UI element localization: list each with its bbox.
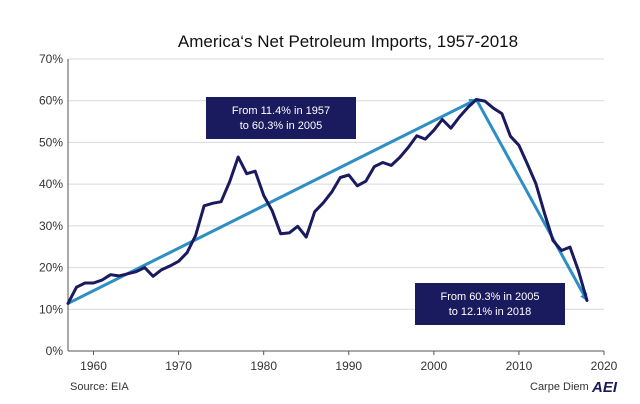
y-tick-label: 10% [39, 302, 63, 316]
trend-arrow-2 [475, 98, 589, 302]
annotation-text: From 60.3% in 2005 [440, 291, 539, 303]
aei-logo: AEI [591, 379, 618, 396]
x-axis-ticks: 1960 1970 1980 1990 2000 2010 2020 [80, 351, 618, 373]
annotation-box-bg [206, 97, 356, 139]
annotation-text: to 60.3% in 2005 [240, 120, 323, 132]
annotations: From 11.4% in 1957 to 60.3% in 2005 From 6… [206, 97, 565, 325]
series-line-net-imports [66, 98, 589, 305]
x-tick-label: 2000 [420, 359, 447, 373]
x-tick-label: 2020 [591, 359, 618, 373]
y-tick-label: 60% [39, 94, 63, 108]
y-tick-label: 0% [46, 344, 64, 358]
y-tick-label: 20% [39, 261, 63, 275]
x-tick-label: 1970 [165, 359, 192, 373]
x-tick-label: 1990 [335, 359, 362, 373]
y-axis-ticks: 0% 10% 20% 30% 40% 50% 60% 70% [39, 52, 63, 358]
trend-arrow-1 [67, 98, 478, 305]
annotation-text: From 11.4% in 1957 [232, 105, 330, 117]
x-tick-label: 1960 [80, 359, 107, 373]
y-tick-label: 30% [39, 219, 63, 233]
annotation-box-1: From 11.4% in 1957 to 60.3% in 2005 [206, 97, 356, 139]
annotation-box-bg [415, 283, 565, 325]
trend-arrows [67, 98, 589, 305]
x-tick-label: 2010 [506, 359, 533, 373]
annotation-text: to 12.1% in 2018 [449, 306, 532, 318]
y-tick-label: 50% [39, 135, 63, 149]
x-tick-label: 1980 [250, 359, 277, 373]
chart-title: America‘s Net Petroleum Imports, 1957-20… [178, 32, 518, 51]
credit-label: Carpe Diem [530, 381, 589, 393]
annotation-box-2: From 60.3% in 2005 to 12.1% in 2018 [415, 283, 565, 325]
y-tick-label: 40% [39, 177, 63, 191]
series-layer [66, 98, 589, 305]
source-label: Source: EIA [70, 381, 129, 393]
y-tick-label: 70% [39, 52, 63, 66]
